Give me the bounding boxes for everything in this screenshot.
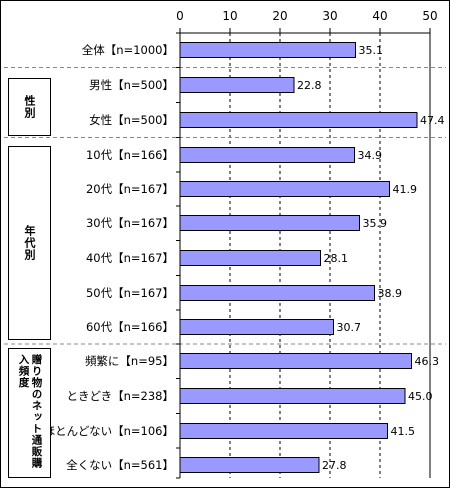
value-label: 38.9: [378, 287, 403, 300]
bar: [179, 285, 375, 301]
value-label: 45.0: [408, 390, 433, 403]
value-label: 35.9: [363, 217, 388, 230]
value-label: 30.7: [337, 321, 362, 334]
group-label: 性別: [23, 95, 36, 119]
bar: [179, 215, 360, 231]
x-tick-label: 0: [176, 9, 184, 23]
bar: [179, 457, 320, 473]
bar: [179, 319, 334, 335]
value-label: 28.1: [324, 252, 349, 265]
category-label: ときどき【n=238】: [66, 389, 174, 403]
group-box: 性別: [8, 78, 51, 136]
x-tick-label: 50: [422, 9, 437, 23]
x-tick-label: 10: [222, 9, 237, 23]
x-tick-label: 30: [322, 9, 337, 23]
bar: [179, 42, 356, 58]
bar: [179, 388, 406, 404]
value-label: 35.1: [359, 44, 384, 57]
bar: [179, 112, 418, 128]
category-label: 50代【n=167】: [86, 286, 174, 300]
bar: [179, 147, 355, 163]
category-label: 女性【n=500】: [89, 113, 174, 127]
value-label: 47.4: [420, 114, 445, 127]
category-label: 10代【n=166】: [86, 148, 174, 162]
x-tick-label: 20: [272, 9, 287, 23]
category-label: 頻繁に【n=95】: [85, 354, 174, 368]
group-box: 贈り物のネット通販購入頻度: [8, 348, 51, 478]
group-label: 贈り物のネット通販購入頻度: [17, 354, 43, 469]
category-label: 30代【n=167】: [86, 216, 174, 230]
category-label: 20代【n=167】: [86, 182, 174, 196]
group-label: 年代別: [23, 225, 36, 261]
value-label: 46.3: [415, 355, 440, 368]
group-box: 年代別: [8, 146, 51, 340]
category-label: 全体【n=1000】: [82, 43, 174, 57]
category-label: ほとんどない【n=106】: [44, 424, 174, 438]
bar: [179, 423, 388, 439]
category-label: 40代【n=167】: [86, 251, 174, 265]
bar: [179, 181, 390, 197]
x-tick-label: 40: [372, 9, 387, 23]
bar: [179, 77, 295, 93]
value-label: 34.9: [358, 149, 383, 162]
value-label: 22.8: [297, 79, 322, 92]
bar: [179, 250, 321, 266]
bar: [179, 353, 412, 369]
value-label: 41.9: [393, 183, 418, 196]
category-label: 60代【n=166】: [86, 320, 174, 334]
category-label: 男性【n=500】: [89, 78, 174, 92]
value-label: 41.5: [391, 425, 416, 438]
value-label: 27.8: [322, 459, 347, 472]
category-label: 全くない【n=561】: [66, 458, 174, 472]
